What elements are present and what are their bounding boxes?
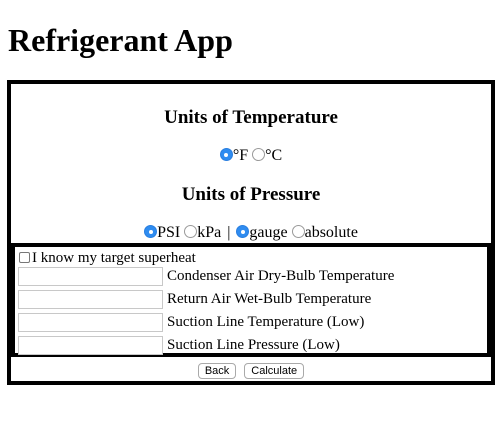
psi-radio[interactable] <box>144 225 158 238</box>
absolute-label: absolute <box>304 224 358 241</box>
psi-label: PSI <box>157 224 181 241</box>
celsius-label: °C <box>265 147 283 164</box>
suction-line-temperature-label: Suction Line Temperature (Low) <box>167 314 365 330</box>
pressure-unit-group: PSI kPa | gauge absolute <box>11 223 491 243</box>
gauge-label: gauge <box>249 224 288 241</box>
condenser-dry-bulb-label: Condenser Air Dry-Bulb Temperature <box>167 268 395 284</box>
temperature-unit-group: °F °C <box>11 146 491 166</box>
suction-line-temperature-input[interactable] <box>18 313 163 332</box>
superheat-checkbox[interactable] <box>19 252 30 263</box>
inputs-panel: I know my target superheat Condenser Air… <box>11 243 491 357</box>
main-panel: Units of Temperature °F °C Units of Pres… <box>7 80 495 385</box>
fahrenheit-radio[interactable] <box>219 148 233 161</box>
fahrenheit-label: °F <box>232 147 249 164</box>
gauge-radio[interactable] <box>236 225 250 238</box>
superheat-checkbox-label: I know my target superheat <box>32 250 196 266</box>
action-buttons: Back Calculate <box>11 363 491 381</box>
suction-line-pressure-input[interactable] <box>18 336 163 355</box>
superheat-row: I know my target superheat <box>19 249 196 267</box>
return-air-wet-bulb-input[interactable] <box>18 290 163 309</box>
kpa-radio[interactable] <box>184 225 198 238</box>
return-air-wet-bulb-label: Return Air Wet-Bulb Temperature <box>167 291 372 307</box>
pressure-separator: | <box>227 224 231 241</box>
celsius-radio[interactable] <box>252 148 266 161</box>
app-title: Refrigerant App <box>8 22 233 58</box>
absolute-radio[interactable] <box>291 225 305 238</box>
pressure-units-heading: Units of Pressure <box>181 184 321 205</box>
calculate-button[interactable]: Calculate <box>244 363 305 379</box>
temperature-units-heading: Units of Temperature <box>164 107 338 128</box>
suction-line-pressure-label: Suction Line Pressure (Low) <box>167 337 340 353</box>
back-button[interactable]: Back <box>197 363 237 379</box>
condenser-dry-bulb-input[interactable] <box>18 267 163 286</box>
kpa-label: kPa <box>197 224 222 241</box>
